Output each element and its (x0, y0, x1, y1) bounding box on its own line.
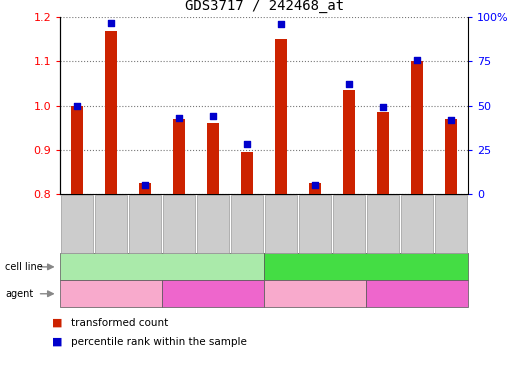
Text: cell line: cell line (5, 262, 43, 272)
Bar (377, 112, 389, 194)
Text: GSM455116: GSM455116 (107, 196, 116, 251)
Text: ■: ■ (52, 337, 63, 347)
Bar (173, 119, 185, 194)
Point (243, 141, 252, 147)
Point (73, 103, 82, 109)
Bar (241, 152, 253, 194)
Bar (71, 106, 83, 194)
Point (107, 20, 116, 26)
Text: percentile rank within the sample: percentile rank within the sample (71, 337, 246, 347)
Text: SAHM1: SAHM1 (193, 289, 233, 299)
Title: GDS3717 / 242468_at: GDS3717 / 242468_at (185, 0, 344, 13)
Text: GSM455120: GSM455120 (345, 196, 354, 251)
Text: GSM455123: GSM455123 (243, 196, 252, 251)
Point (277, 21, 286, 27)
Text: GSM455126: GSM455126 (447, 196, 456, 251)
Bar (411, 61, 423, 194)
Bar (275, 40, 287, 194)
Text: GSM455119: GSM455119 (311, 196, 320, 251)
Bar (139, 183, 151, 194)
Point (447, 117, 456, 123)
Text: control: control (92, 289, 130, 299)
Text: GSM455115: GSM455115 (73, 196, 82, 251)
Point (209, 113, 218, 119)
Text: control: control (296, 289, 334, 299)
Bar (207, 123, 219, 194)
Point (413, 56, 422, 63)
Point (345, 81, 354, 88)
Point (141, 182, 150, 188)
Text: GSM455125: GSM455125 (413, 196, 422, 251)
Point (379, 104, 388, 111)
Bar (105, 31, 117, 194)
Text: HPB-ALL: HPB-ALL (343, 262, 390, 272)
Text: GSM455121: GSM455121 (175, 196, 184, 251)
Text: GSM455122: GSM455122 (209, 196, 218, 251)
Point (175, 115, 184, 121)
Bar (343, 90, 355, 194)
Text: agent: agent (5, 289, 33, 299)
Text: ■: ■ (52, 318, 63, 328)
Text: GSM455118: GSM455118 (277, 196, 286, 251)
Text: KOPT-K1: KOPT-K1 (139, 262, 185, 272)
Bar (309, 183, 321, 194)
Text: GSM455117: GSM455117 (141, 196, 150, 251)
Bar (445, 119, 457, 194)
Text: transformed count: transformed count (71, 318, 168, 328)
Text: GSM455124: GSM455124 (379, 196, 388, 251)
Text: SAHM1: SAHM1 (397, 289, 437, 299)
Point (311, 182, 320, 188)
